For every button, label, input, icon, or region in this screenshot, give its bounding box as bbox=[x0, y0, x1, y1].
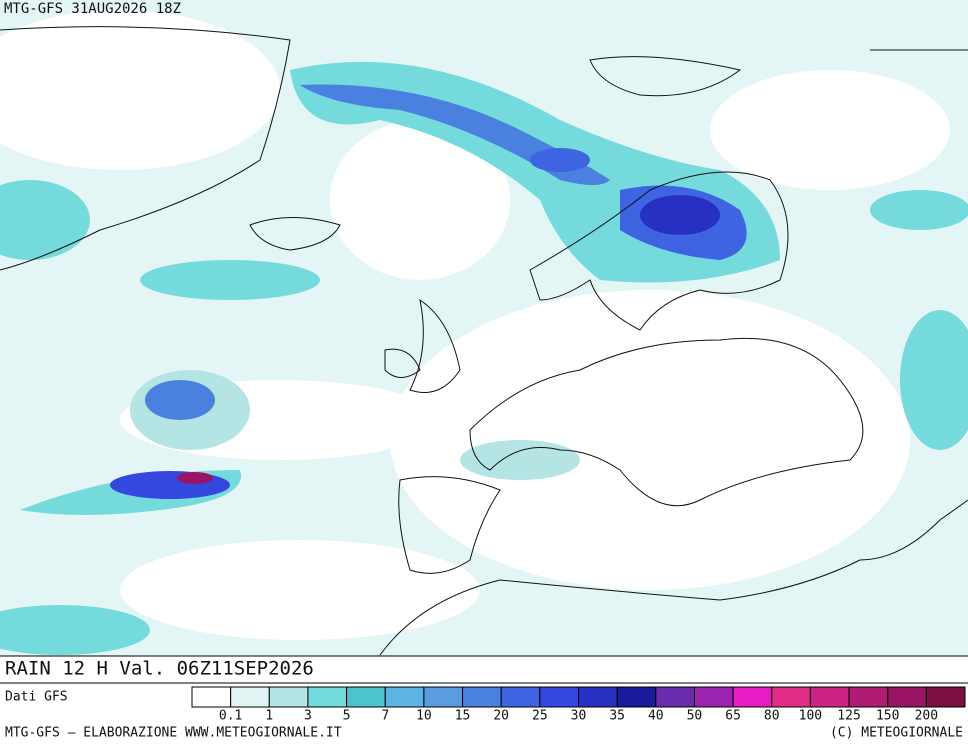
legend-label: 1 bbox=[265, 709, 273, 724]
legend-swatch bbox=[191, 686, 232, 708]
legend-label: 25 bbox=[532, 709, 548, 724]
legend-swatch bbox=[500, 686, 541, 708]
legend-label: 100 bbox=[799, 709, 822, 724]
legend-swatch bbox=[462, 686, 502, 708]
legend-label: 150 bbox=[876, 709, 899, 724]
footer-left: MTG-GFS — ELABORAZIONE WWW.METEOGIORNALE… bbox=[5, 726, 342, 741]
legend-swatch bbox=[925, 686, 966, 708]
legend-label: 50 bbox=[687, 709, 703, 724]
map bbox=[0, 0, 968, 656]
rain-areas bbox=[0, 61, 968, 655]
legend-swatch bbox=[655, 686, 695, 708]
legend-swatch bbox=[848, 686, 889, 708]
dry-areas bbox=[0, 10, 950, 640]
legend-label: 10 bbox=[416, 709, 432, 724]
legend-swatch bbox=[616, 686, 657, 708]
legend-swatch bbox=[578, 686, 618, 708]
legend-label: 35 bbox=[609, 709, 625, 724]
legend-label: 200 bbox=[915, 709, 938, 724]
footer-right: (C) METEOGIORNALE bbox=[830, 726, 963, 741]
legend-swatch bbox=[887, 686, 927, 708]
legend-label: 65 bbox=[725, 709, 741, 724]
legend-swatch bbox=[346, 686, 386, 708]
legend-title: Dati GFS bbox=[5, 690, 68, 705]
legend-swatch bbox=[809, 686, 850, 708]
legend-swatch bbox=[423, 686, 464, 708]
legend-swatch bbox=[693, 686, 734, 708]
legend-label: 0.1 bbox=[219, 709, 242, 724]
legend-label: 80 bbox=[764, 709, 780, 724]
legend: 0.1 1 3 5 7 10 15 20 25 30 35 40 50 65 80 100 125 150 200 bbox=[191, 686, 966, 724]
legend-label: 125 bbox=[837, 709, 860, 724]
legend-label: 7 bbox=[381, 709, 389, 724]
legend-label: 20 bbox=[493, 709, 509, 724]
legend-swatch bbox=[732, 686, 773, 708]
legend-swatch bbox=[771, 686, 811, 708]
legend-label: 15 bbox=[455, 709, 471, 724]
legend-label: 30 bbox=[571, 709, 587, 724]
caption: RAIN 12 H Val. 06Z11SEP2026 bbox=[5, 658, 314, 680]
legend-swatch bbox=[268, 686, 309, 708]
legend-swatch bbox=[539, 686, 579, 708]
header-title: MTG-GFS 31AUG2026 18Z bbox=[4, 1, 181, 17]
legend-label: 40 bbox=[648, 709, 664, 724]
legend-swatch bbox=[384, 686, 425, 708]
legend-label: 5 bbox=[343, 709, 351, 724]
coastlines bbox=[0, 26, 968, 656]
legend-swatch bbox=[230, 686, 270, 708]
legend-label: 3 bbox=[304, 709, 312, 724]
legend-swatch bbox=[307, 686, 348, 708]
